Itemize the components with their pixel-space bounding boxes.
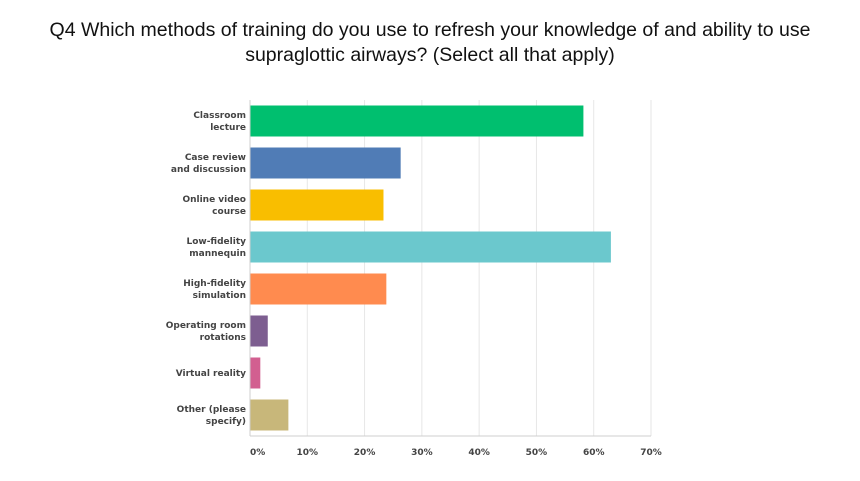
chart-title: Q4 Which methods of training do you use … xyxy=(49,19,811,66)
bar xyxy=(250,273,387,305)
category-label: Online video course xyxy=(182,195,246,217)
category-label-line: course xyxy=(212,207,246,217)
category-label-line: Low-fidelity xyxy=(186,237,246,247)
category-label: High-fidelity simulation xyxy=(183,279,246,301)
category-label: Operating room rotations xyxy=(166,321,246,343)
x-tick-label: 50% xyxy=(526,448,548,458)
category-label-line: High-fidelity xyxy=(183,279,246,289)
category-label-line: Online video xyxy=(182,195,246,205)
category-label-line: Virtual reality xyxy=(176,369,246,379)
category-label-line: specify) xyxy=(206,417,246,427)
x-tick-label: 40% xyxy=(468,448,490,458)
category-label: Classroom lecture xyxy=(193,111,246,133)
category-label-line: lecture xyxy=(210,123,246,133)
category-label-line: and discussion xyxy=(171,165,246,175)
bar xyxy=(250,105,584,137)
bar xyxy=(250,147,401,179)
category-label: Case review and discussion xyxy=(171,153,246,175)
category-label: Virtual reality xyxy=(176,369,246,379)
category-label-line: Other (please xyxy=(177,405,246,415)
x-tick-label: 60% xyxy=(583,448,605,458)
category-label-line: mannequin xyxy=(189,249,246,259)
category-label: Other (please specify) xyxy=(177,405,246,427)
bar xyxy=(250,357,261,389)
bar xyxy=(250,399,289,431)
category-label-line: Case review xyxy=(185,153,246,163)
category-label-line: rotations xyxy=(200,333,246,343)
bar xyxy=(250,189,384,221)
x-tick-label: 0% xyxy=(250,448,265,458)
x-tick-label: 20% xyxy=(354,448,376,458)
bar xyxy=(250,315,268,347)
x-tick-label: 10% xyxy=(297,448,319,458)
x-tick-label: 70% xyxy=(640,448,662,458)
bar xyxy=(250,231,611,263)
category-label-line: Classroom xyxy=(193,111,246,121)
category-label-line: simulation xyxy=(193,291,246,301)
category-label: Low-fidelity mannequin xyxy=(186,237,246,259)
x-tick-label: 30% xyxy=(411,448,433,458)
category-label-line: Operating room xyxy=(166,321,246,331)
